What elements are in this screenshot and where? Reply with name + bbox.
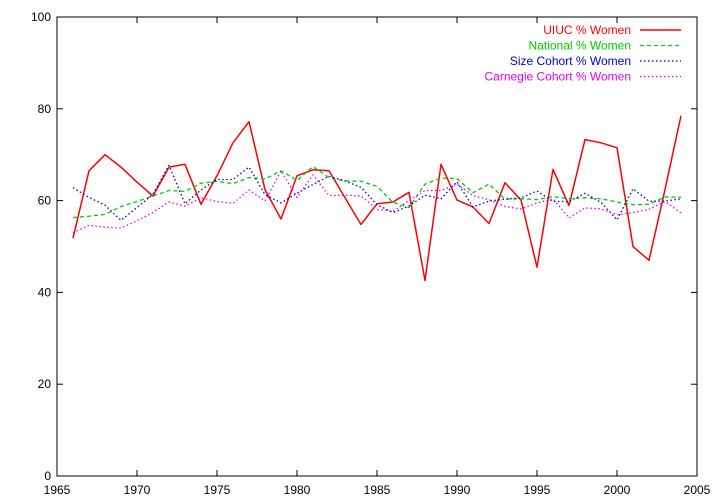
x-tick-label: 1990 <box>444 483 471 497</box>
y-axis: 0 20 40 60 80 100 <box>31 10 697 483</box>
x-tick-label: 1965 <box>44 483 71 497</box>
x-tick-label: 2000 <box>604 483 631 497</box>
legend-label-2: Size Cohort % Women <box>510 54 631 68</box>
series-layer <box>72 115 682 282</box>
legend-label-0: UIUC % Women <box>543 23 631 37</box>
plot-border <box>56 16 698 477</box>
y-tick-label: 20 <box>38 377 52 391</box>
series-line-1 <box>72 165 682 219</box>
x-axis: 1965 1970 1975 1980 1985 1990 1995 2000 2005 <box>44 17 711 497</box>
x-tick-label: 1985 <box>364 483 391 497</box>
x-tick-label: 1995 <box>524 483 551 497</box>
x-tick-label: 1970 <box>124 483 151 497</box>
legend-label-1: National % Women <box>529 39 632 53</box>
plot-frame <box>56 16 698 477</box>
x-tick-label: 1980 <box>284 483 311 497</box>
series-line-2 <box>72 164 682 221</box>
series-line-3 <box>72 170 682 234</box>
y-tick-label: 80 <box>38 102 52 116</box>
y-tick-label: 40 <box>38 285 52 299</box>
x-tick-label: 2005 <box>684 483 711 497</box>
x-tick-label: 1975 <box>204 483 231 497</box>
y-tick-label: 100 <box>31 10 51 24</box>
legend-label-3: Carnegie Cohort % Women <box>484 70 631 84</box>
y-tick-label: 60 <box>38 194 52 208</box>
y-tick-label: 0 <box>44 469 51 483</box>
